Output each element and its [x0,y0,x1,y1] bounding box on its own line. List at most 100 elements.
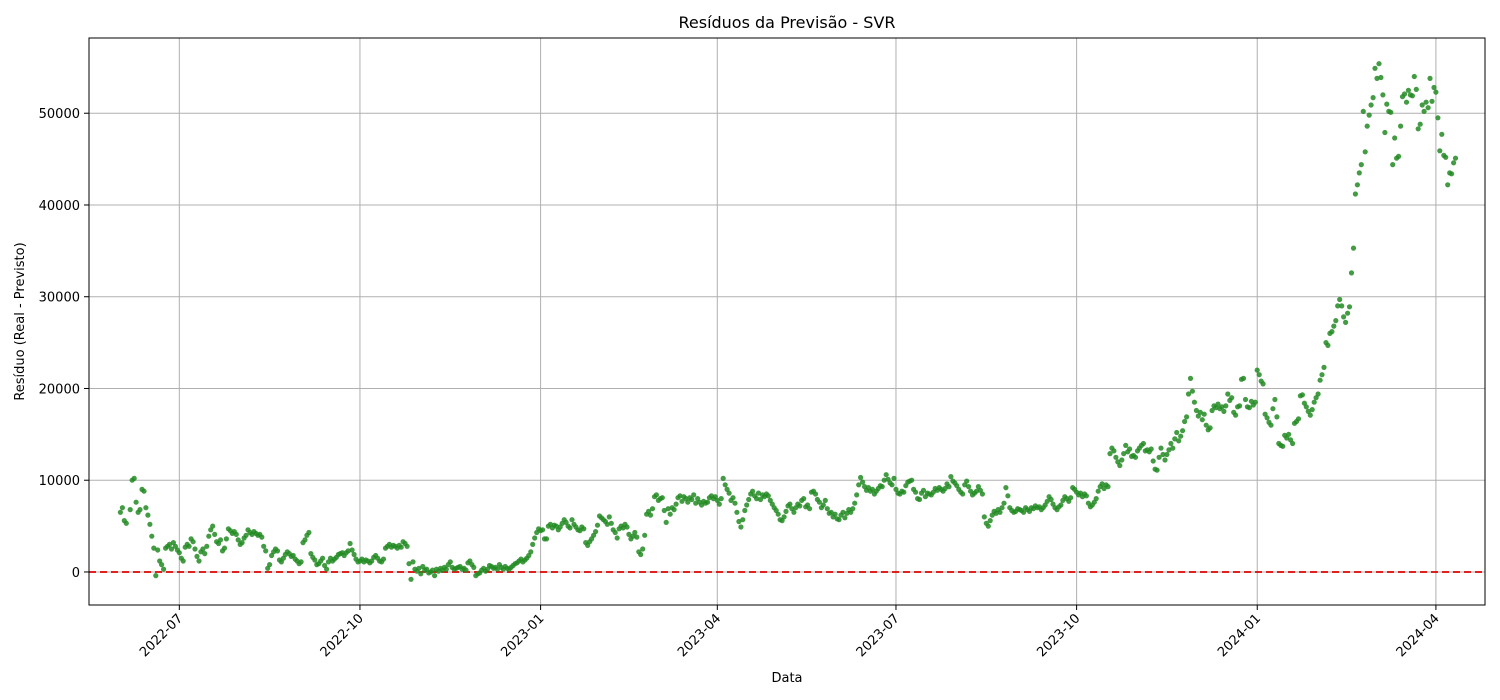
residual-point [1189,388,1195,394]
residual-point [543,536,550,542]
residual-point [626,531,632,538]
residual-point [1354,182,1360,188]
residual-point [1203,422,1209,428]
residual-point [1409,93,1415,99]
residual-point [736,518,742,525]
residual-point [1058,502,1064,508]
residual-point [673,501,679,507]
residual-point [807,506,813,512]
residual-point [416,565,422,571]
residual-point [816,499,823,505]
residual-point [732,500,738,506]
residual-point [159,562,165,568]
residual-point [640,546,646,552]
residual-point [1172,436,1178,442]
residual-point [447,559,453,565]
residual-point [1174,429,1180,436]
residual-point [204,543,210,549]
residual-point [704,499,711,505]
grid-lines [89,38,1485,605]
residual-point [1093,496,1099,502]
residual-point [1140,440,1146,447]
residual-point [443,566,449,572]
y-tick-label: 20000 [39,382,80,397]
residual-point [693,500,699,506]
residual-point [812,491,819,497]
residual-point [1272,396,1278,403]
residual-point [1398,123,1404,129]
residual-point [153,573,159,579]
y-tick-label: 30000 [39,291,80,306]
residual-point [689,496,695,503]
residual-point [869,486,876,492]
residual-point [822,497,828,503]
residual-point [1099,481,1105,487]
residual-point [404,543,410,549]
residual-point [430,567,436,573]
residual-point [345,548,351,554]
residual-point [852,500,858,506]
residual-point [791,509,797,515]
residual-point [117,509,123,515]
residual-point [180,558,186,564]
residual-point [1358,162,1364,168]
residual-point [261,543,267,549]
residual-point [530,541,536,548]
residual-point [347,540,353,547]
residual-point [856,482,862,488]
residual-point [775,511,781,517]
residual-point [1207,425,1213,431]
residual-point [1333,318,1339,324]
residual-point [649,506,656,512]
residual-point [127,507,133,513]
residual-point [1154,467,1160,473]
residual-point [235,537,241,543]
residual-point [667,511,673,517]
residual-point [1117,462,1123,469]
residual-point [528,549,534,555]
residual-point [1240,375,1247,381]
residual-point [624,524,630,530]
residual-point [1329,329,1335,335]
residual-point [1286,431,1292,437]
residual-point [1439,131,1445,137]
residual-point [1001,500,1007,506]
residual-point [221,545,228,551]
residual-point [1132,454,1139,460]
residual-point [1193,407,1199,414]
residual-point [1380,92,1386,98]
residual-point [1366,112,1372,118]
residual-point [1368,102,1374,108]
residual-point [1360,108,1366,114]
residual-point [1350,245,1357,251]
y-axis-title: Resíduo (Real - Previsto) [13,242,28,400]
residual-point [726,490,732,496]
residual-point [722,482,728,488]
residual-point [746,496,752,503]
residual-point [1335,303,1341,309]
residual-point [312,557,318,563]
residual-point [1299,392,1305,398]
residual-point [1433,89,1439,95]
residual-point [155,547,161,553]
residual-point [604,521,610,527]
residual-point [418,571,424,577]
residual-point [406,561,412,567]
residual-point [1378,74,1384,81]
residual-point [606,514,612,520]
residual-point [1160,451,1166,458]
residual-point [1307,412,1313,418]
residual-point [243,532,249,538]
residual-point [1421,108,1427,114]
residual-point [581,526,587,532]
residual-point [200,546,206,552]
residual-point [1348,270,1355,276]
residual-point [820,502,826,508]
residual-point [1411,73,1417,80]
residual-point [973,488,980,494]
residual-point [410,559,416,565]
residual-point [145,512,151,518]
residual-point [567,525,573,531]
residual-point [909,477,915,483]
